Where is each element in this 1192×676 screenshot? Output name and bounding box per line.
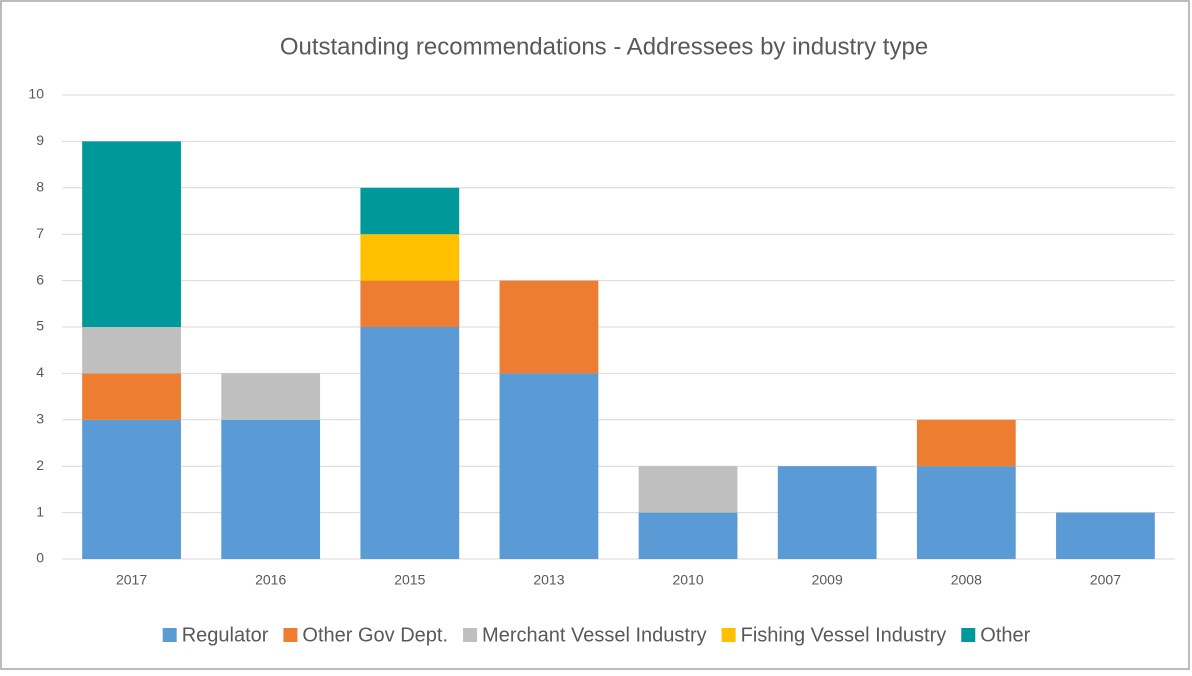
bar-segment <box>638 512 738 559</box>
x-tick-label: 2013 <box>533 572 564 588</box>
legend-swatch <box>283 628 298 642</box>
x-tick-label: 2009 <box>812 572 843 588</box>
y-tick-label: 8 <box>36 179 44 195</box>
bar-segment <box>916 466 1016 559</box>
bar-segment <box>360 327 460 559</box>
y-tick-label: 4 <box>36 364 44 380</box>
y-tick-label: 0 <box>36 550 44 566</box>
x-tick-label: 2007 <box>1090 572 1121 588</box>
bar-segment <box>82 373 181 420</box>
y-tick-label: 10 <box>28 86 44 102</box>
x-tick-label: 2015 <box>394 572 425 588</box>
bar-segment <box>360 187 460 235</box>
y-tick-label: 1 <box>36 503 44 519</box>
bar-segment <box>777 466 877 559</box>
legend-label: Fishing Vessel Industry <box>741 624 947 646</box>
chart-title: Outstanding recommendations - Addressees… <box>280 33 928 60</box>
legend-swatch <box>463 628 478 642</box>
bar-segment <box>82 327 181 374</box>
legend-label: Merchant Vessel Industry <box>482 624 707 646</box>
x-tick-label: 2010 <box>672 572 703 588</box>
bar-segment <box>916 419 1016 467</box>
y-tick-label: 9 <box>36 132 44 148</box>
bar-segment <box>638 466 738 513</box>
bar-segment <box>82 419 181 559</box>
legend-swatch <box>721 628 736 642</box>
legend-label: Other Gov Dept. <box>302 624 448 646</box>
bar-segment <box>221 373 321 420</box>
bar-segment <box>1056 512 1155 559</box>
bar-segment <box>360 280 460 327</box>
bar-segment <box>221 419 321 559</box>
x-tick-label: 2016 <box>255 572 286 588</box>
bar-segment <box>82 141 181 327</box>
y-tick-label: 5 <box>36 318 44 334</box>
x-tick-label: 2017 <box>116 572 147 588</box>
bar-segment <box>499 280 599 374</box>
x-tick-label: 2008 <box>951 572 982 588</box>
y-tick-label: 7 <box>36 225 44 241</box>
legend-label: Other <box>980 624 1030 646</box>
y-tick-label: 6 <box>36 271 44 287</box>
bar-segment <box>360 234 460 281</box>
legend-label: Regulator <box>182 624 269 646</box>
bar-segment <box>499 373 599 559</box>
y-tick-label: 2 <box>36 457 44 473</box>
legend-swatch <box>961 628 976 642</box>
legend-swatch <box>162 628 177 642</box>
y-tick-label: 3 <box>36 411 44 427</box>
